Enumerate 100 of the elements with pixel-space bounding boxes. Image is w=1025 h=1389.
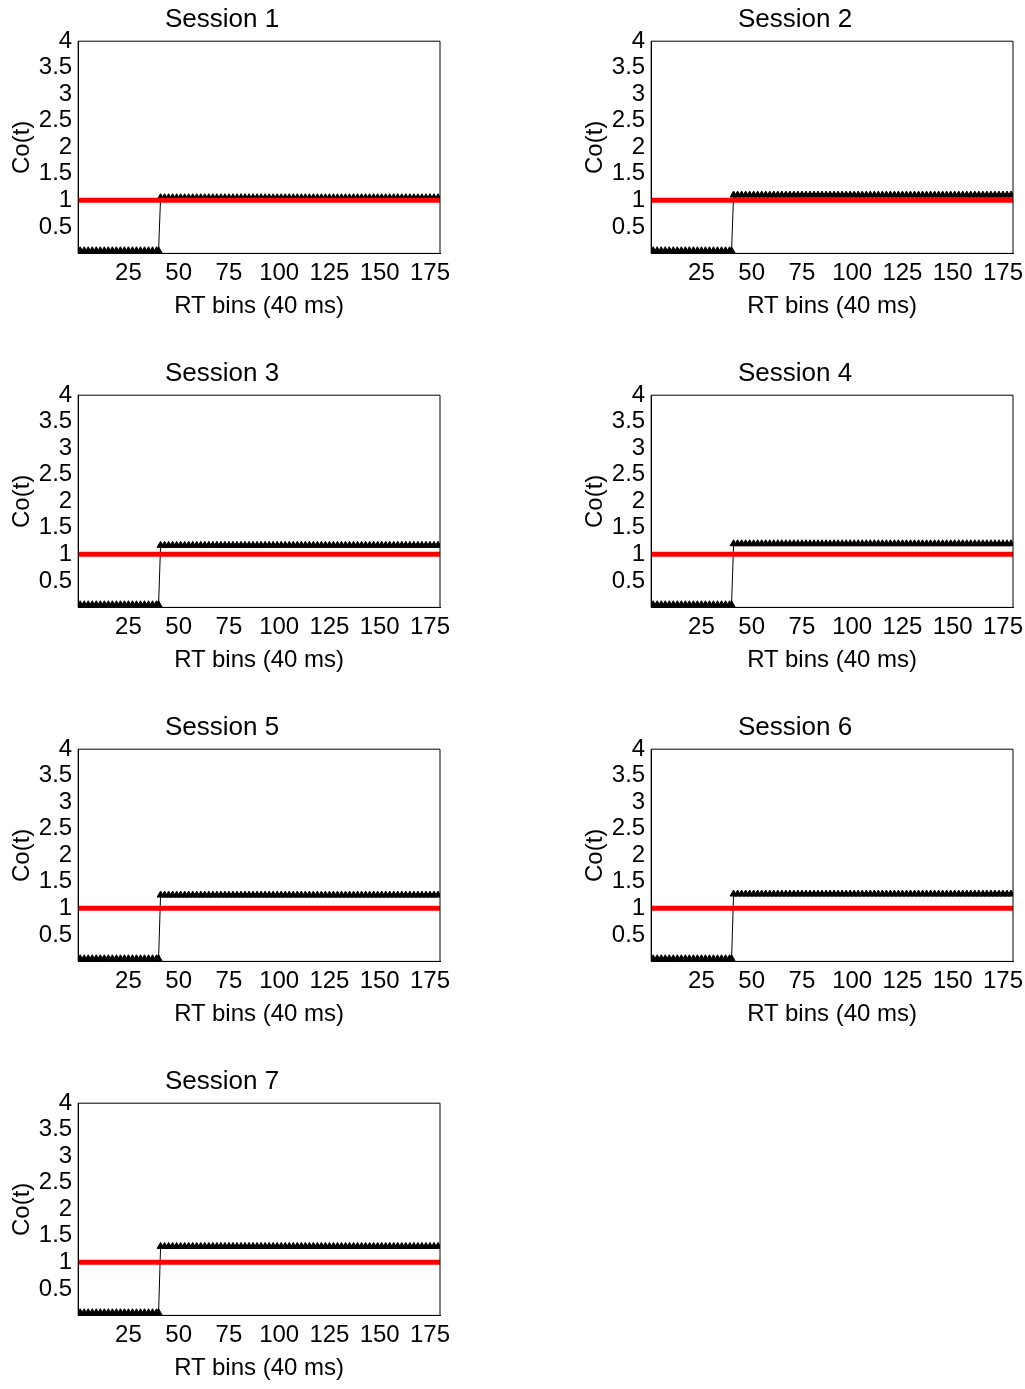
- y-tick-label: 4: [58, 25, 73, 53]
- y-tick-label: 2: [631, 485, 646, 513]
- x-tick-label: 150: [932, 258, 973, 286]
- y-tick-label: 0.5: [611, 919, 646, 947]
- x-tick-label: 50: [165, 612, 193, 640]
- y-tick-label: 1: [631, 538, 646, 566]
- x-tick-label: 175: [982, 258, 1023, 286]
- y-axis-title: Co(t): [580, 828, 608, 882]
- y-tick-label: 0.5: [38, 211, 73, 239]
- y-tick-label: 0.5: [611, 211, 646, 239]
- x-tick-label: 150: [359, 612, 400, 640]
- y-tick-label: 3: [58, 1140, 73, 1168]
- x-tick-label: 100: [259, 258, 300, 286]
- x-tick-label: 150: [359, 966, 400, 994]
- x-tick-label: 150: [359, 258, 400, 286]
- x-tick-label: 175: [982, 612, 1023, 640]
- x-tick-label: 175: [409, 966, 450, 994]
- y-tick-label: 3.5: [611, 760, 646, 788]
- x-tick-label: 25: [115, 1320, 142, 1348]
- y-tick-label: 4: [58, 1087, 73, 1115]
- y-tick-label: 0.5: [38, 1273, 73, 1301]
- y-tick-label: 3.5: [611, 406, 646, 434]
- x-axis-title: RT bins (40 ms): [174, 1353, 344, 1381]
- x-tick-label: 100: [259, 612, 300, 640]
- x-tick-label: 100: [832, 258, 873, 286]
- y-tick-label: 1.5: [38, 866, 73, 894]
- x-tick-label: 125: [309, 612, 350, 640]
- x-axis-title: RT bins (40 ms): [174, 645, 344, 673]
- y-tick-label: 1: [58, 892, 73, 920]
- y-axis-title: Co(t): [580, 120, 608, 174]
- y-tick-label: 2.5: [38, 459, 73, 487]
- chart-title: Session 4: [737, 356, 853, 387]
- x-tick-label: 100: [259, 1320, 300, 1348]
- y-axis-title: Co(t): [7, 474, 35, 528]
- x-tick-label: 25: [688, 258, 715, 286]
- y-tick-label: 2: [58, 485, 73, 513]
- y-tick-label: 0.5: [38, 919, 73, 947]
- y-tick-label: 1: [631, 892, 646, 920]
- y-tick-label: 3.5: [38, 406, 73, 434]
- x-axis-title: RT bins (40 ms): [747, 999, 917, 1027]
- y-tick-label: 3.5: [38, 760, 73, 788]
- y-tick-label: 1: [58, 184, 73, 212]
- x-tick-label: 75: [788, 612, 816, 640]
- x-tick-label: 25: [115, 612, 142, 640]
- y-tick-label: 3.5: [38, 52, 73, 80]
- y-tick-label: 1: [58, 1246, 73, 1274]
- y-tick-label: 1.5: [611, 158, 646, 186]
- y-tick-label: 2.5: [38, 813, 73, 841]
- y-tick-label: 2.5: [611, 813, 646, 841]
- x-tick-label: 50: [165, 258, 193, 286]
- y-tick-label: 1.5: [611, 866, 646, 894]
- y-tick-label: 2: [631, 839, 646, 867]
- x-tick-label: 25: [688, 612, 715, 640]
- y-tick-label: 1.5: [38, 158, 73, 186]
- y-tick-label: 3: [58, 78, 73, 106]
- x-tick-label: 25: [688, 966, 715, 994]
- y-axis-title: Co(t): [580, 474, 608, 528]
- y-axis-title: Co(t): [7, 1182, 35, 1236]
- chart-title: Session 6: [737, 710, 853, 741]
- y-tick-label: 3: [58, 786, 73, 814]
- x-tick-label: 150: [359, 1320, 400, 1348]
- y-tick-label: 2: [631, 131, 646, 159]
- x-tick-label: 125: [309, 966, 350, 994]
- x-tick-label: 75: [788, 966, 816, 994]
- y-tick-label: 2.5: [38, 1167, 73, 1195]
- chart-title: Session 7: [164, 1064, 280, 1095]
- x-tick-label: 100: [259, 966, 300, 994]
- x-tick-label: 50: [165, 966, 193, 994]
- y-tick-label: 2.5: [611, 459, 646, 487]
- x-axis-title: RT bins (40 ms): [174, 999, 344, 1027]
- x-tick-label: 175: [409, 258, 450, 286]
- x-tick-label: 75: [215, 966, 243, 994]
- x-tick-label: 175: [409, 612, 450, 640]
- x-tick-label: 50: [738, 966, 766, 994]
- x-tick-label: 75: [788, 258, 816, 286]
- x-tick-label: 25: [115, 258, 142, 286]
- x-tick-label: 125: [882, 258, 923, 286]
- y-tick-label: 4: [631, 25, 646, 53]
- y-axis-title: Co(t): [7, 120, 35, 174]
- y-tick-label: 4: [631, 733, 646, 761]
- y-tick-label: 3: [58, 432, 73, 460]
- chart-title: Session 3: [164, 356, 280, 387]
- x-tick-label: 175: [982, 966, 1023, 994]
- x-tick-label: 25: [115, 966, 142, 994]
- chart-title: Session 1: [164, 2, 280, 33]
- x-tick-label: 50: [165, 1320, 193, 1348]
- y-tick-label: 3: [631, 432, 646, 460]
- x-tick-label: 150: [932, 966, 973, 994]
- x-tick-label: 100: [832, 612, 873, 640]
- y-tick-label: 3: [631, 78, 646, 106]
- x-axis-title: RT bins (40 ms): [747, 291, 917, 319]
- x-tick-label: 50: [738, 612, 766, 640]
- y-tick-label: 1: [631, 184, 646, 212]
- y-axis-title: Co(t): [7, 828, 35, 882]
- y-tick-label: 0.5: [611, 565, 646, 593]
- y-tick-label: 2: [58, 839, 73, 867]
- chart-title: Session 2: [737, 2, 853, 33]
- y-tick-label: 4: [58, 379, 73, 407]
- y-tick-label: 3: [631, 786, 646, 814]
- x-tick-label: 125: [882, 612, 923, 640]
